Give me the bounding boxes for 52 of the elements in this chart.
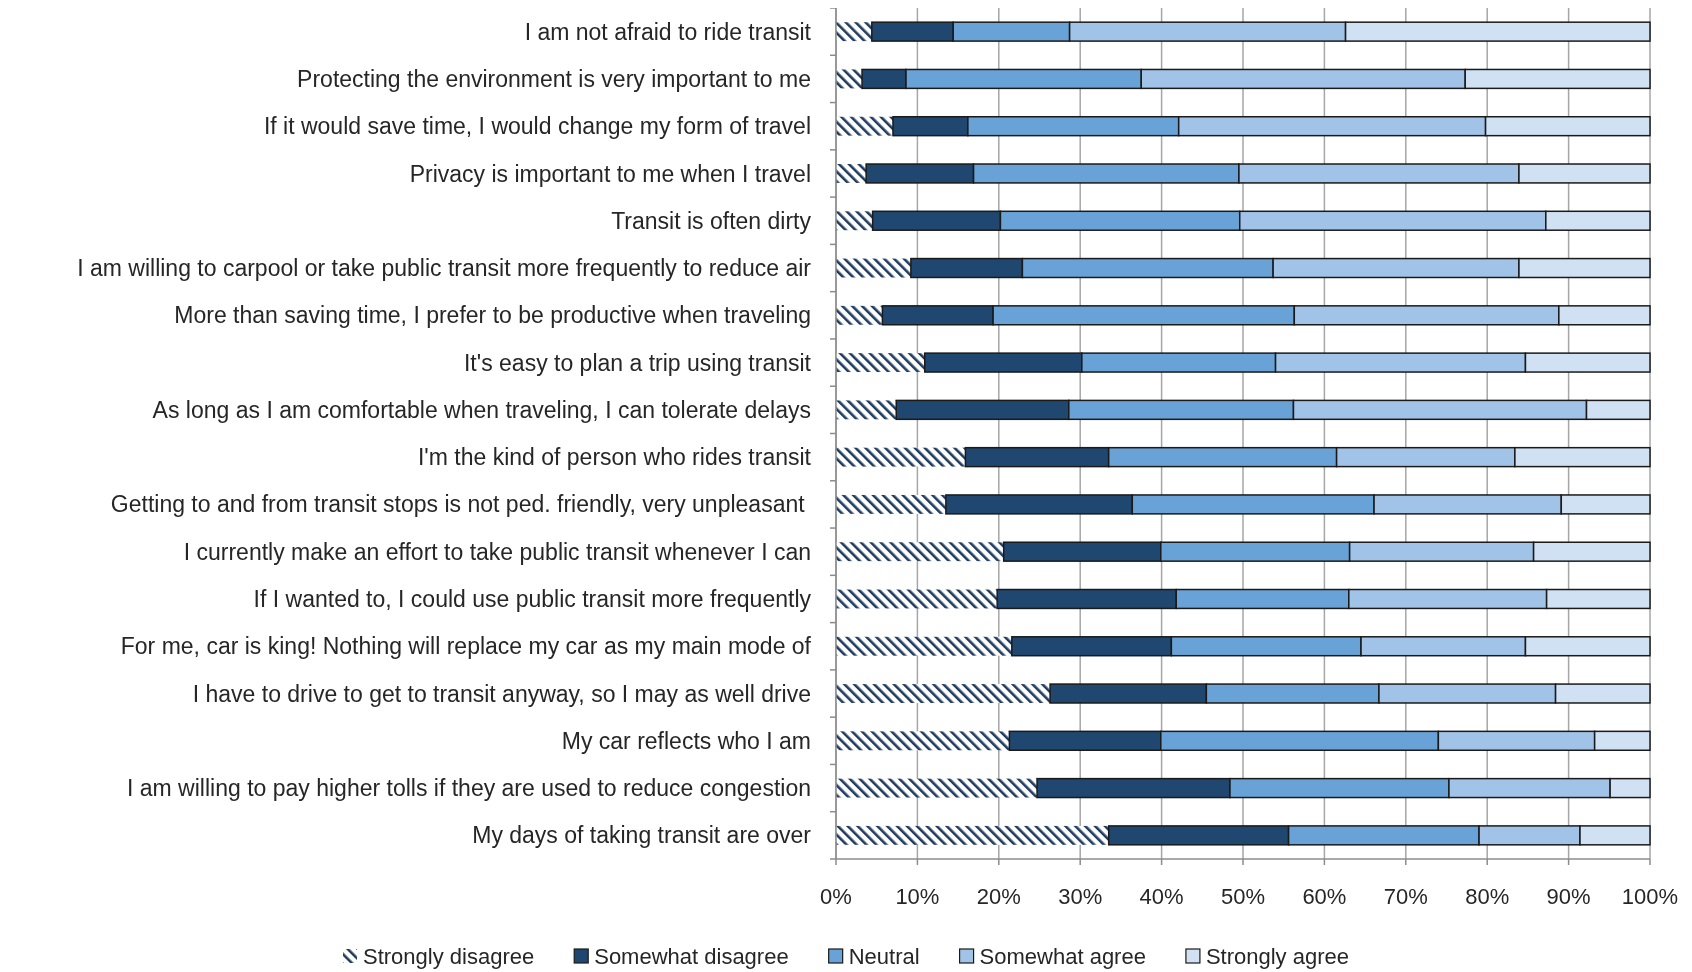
x-tick-label: 90% <box>1546 883 1591 909</box>
y-tick-label: More than saving time, I prefer to be productive when traveling <box>174 302 811 329</box>
bar <box>836 589 998 609</box>
y-tick-label: As long as I am comfortable when traveling, I can tolerate delays <box>152 396 811 423</box>
legend-label: Somewhat agree <box>979 943 1146 969</box>
y-tick-label: For me, car is king! Nothing will replace my car as my main mode of <box>120 633 812 660</box>
y-tick-label: Privacy is important to me when I travel <box>409 160 811 187</box>
bar <box>836 305 883 325</box>
bar <box>836 211 873 231</box>
y-tick-label: I am willing to pay higher tolls if they are used to reduce congestion <box>127 775 811 802</box>
legend-label: Somewhat disagree <box>594 943 789 969</box>
y-tick-label: I have to drive to get to transit anyway, so I may as well drive <box>192 680 811 707</box>
x-tick-label: 10% <box>895 883 940 909</box>
legend-label: Strongly disagree <box>362 943 535 969</box>
x-tick-label: 60% <box>1302 883 1347 909</box>
y-tick-label: Protecting the environment is very important to me <box>297 65 811 92</box>
bar <box>836 447 966 467</box>
bar <box>836 258 911 278</box>
y-tick-label: I am not afraid to ride transit <box>524 18 812 45</box>
legend-label: Strongly agree <box>1205 943 1350 969</box>
y-tick-label: Getting to and from transit stops is not ped. friendly, very unpleasant <box>110 491 811 518</box>
x-tick-label: 80% <box>1465 883 1510 909</box>
bar <box>836 116 893 136</box>
bar <box>836 353 925 373</box>
bar <box>836 69 863 89</box>
bar <box>836 22 872 42</box>
x-tick-label: 0% <box>820 883 852 909</box>
bar <box>836 542 1004 562</box>
bar <box>836 825 1109 845</box>
x-tick-label: 70% <box>1383 883 1428 909</box>
bar <box>836 684 1051 703</box>
y-tick-label: If it would save time, I would change my form of travel <box>263 113 811 140</box>
x-tick-label: 100% <box>1621 883 1679 909</box>
y-tick-label: I am willing to carpool or take public transit more frequently to reduce air <box>77 255 812 282</box>
x-tick-label: 50% <box>1220 883 1266 909</box>
x-tick-label: 30% <box>1058 883 1103 909</box>
x-tick-label: 40% <box>1139 883 1184 909</box>
bar <box>836 778 1038 798</box>
x-tick-label: 20% <box>976 883 1021 909</box>
y-tick-label: If I wanted to, I could use public transit more frequently <box>253 586 812 613</box>
bar <box>836 400 897 420</box>
bar <box>836 731 1010 751</box>
legend-label: Neutral <box>848 943 920 969</box>
bar <box>836 494 946 514</box>
y-tick-label: Transit is often dirty <box>611 207 812 234</box>
y-tick-label: I currently make an effort to take public transit whenever I can <box>183 538 811 565</box>
bar <box>836 636 1012 656</box>
y-tick-label: I'm the kind of person who rides transit <box>417 444 812 471</box>
bar <box>836 164 867 183</box>
y-tick-label: My days of taking transit are over <box>472 822 812 849</box>
y-tick-label: My car reflects who I am <box>561 727 811 754</box>
y-tick-label: It's easy to plan a trip using transit <box>463 349 812 376</box>
